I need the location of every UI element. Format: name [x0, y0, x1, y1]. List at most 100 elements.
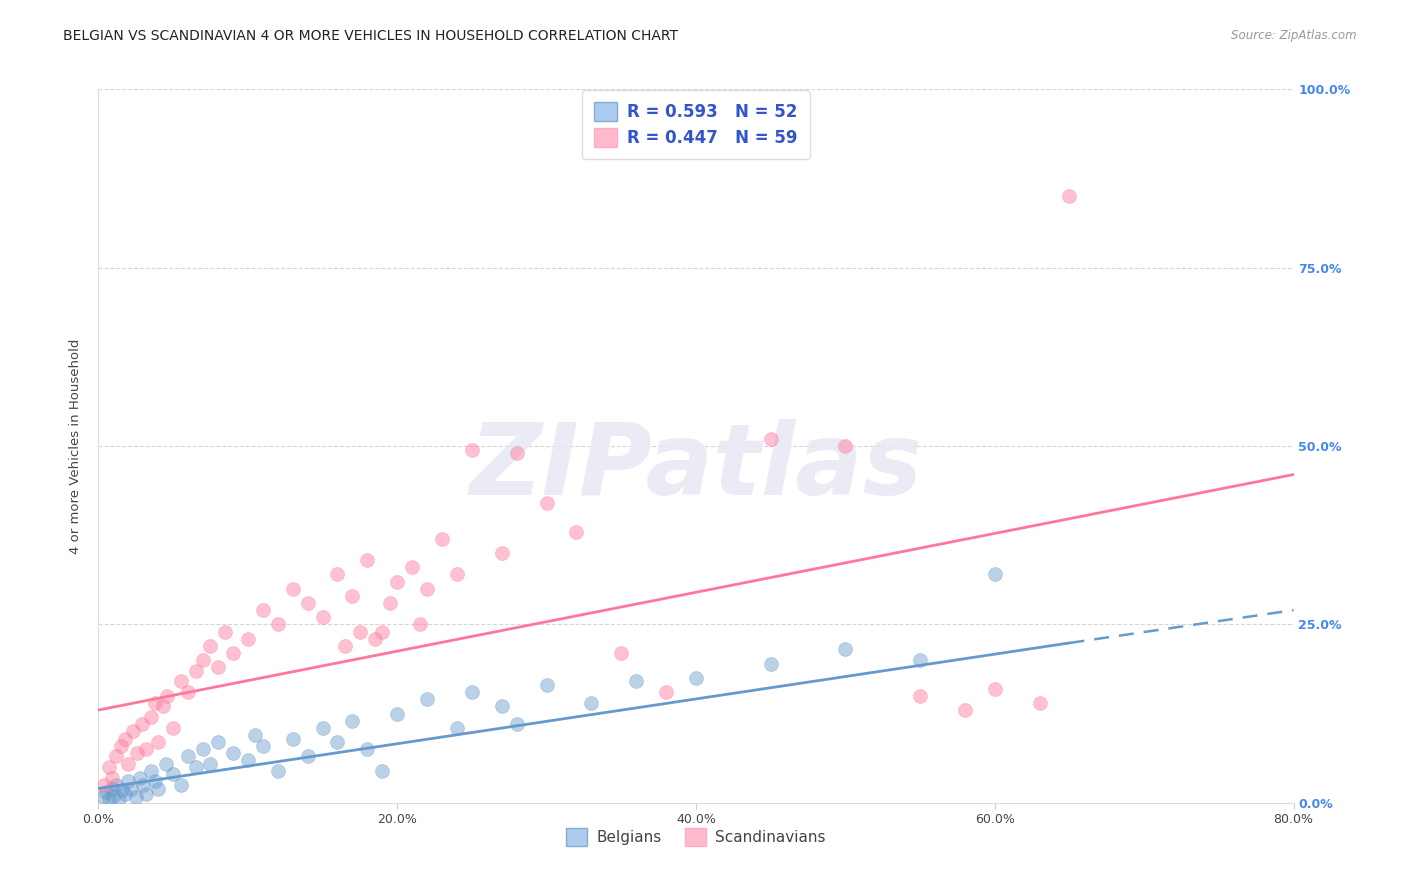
Point — [184, 760, 207, 774]
Point — [162, 767, 184, 781]
Point — [297, 749, 319, 764]
Point — [110, 739, 132, 753]
Point — [311, 610, 333, 624]
Point — [446, 567, 468, 582]
Point — [101, 771, 124, 785]
Point — [200, 639, 222, 653]
Point — [156, 689, 179, 703]
Point — [430, 532, 453, 546]
Text: ZIPatlas: ZIPatlas — [470, 419, 922, 516]
Point — [759, 432, 782, 446]
Point — [267, 617, 290, 632]
Point — [236, 632, 259, 646]
Point — [908, 653, 931, 667]
Point — [461, 685, 484, 699]
Point — [236, 753, 259, 767]
Point — [565, 524, 588, 539]
Point — [446, 721, 468, 735]
Point — [111, 783, 134, 797]
Point — [281, 731, 304, 746]
Point — [984, 681, 1007, 696]
Point — [364, 632, 387, 646]
Point — [117, 774, 139, 789]
Point — [610, 646, 633, 660]
Point — [184, 664, 207, 678]
Point — [162, 721, 184, 735]
Point — [97, 792, 120, 806]
Point — [222, 646, 245, 660]
Legend: Belgians, Scandinavians: Belgians, Scandinavians — [560, 822, 832, 852]
Point — [834, 439, 856, 453]
Point — [105, 749, 128, 764]
Point — [129, 771, 152, 785]
Point — [834, 642, 856, 657]
Point — [1028, 696, 1050, 710]
Point — [117, 756, 139, 771]
Point — [148, 781, 170, 796]
Point — [536, 496, 558, 510]
Point — [97, 760, 120, 774]
Point — [311, 721, 333, 735]
Point — [984, 567, 1007, 582]
Point — [191, 653, 214, 667]
Point — [491, 699, 513, 714]
Point — [371, 624, 394, 639]
Point — [371, 764, 394, 778]
Point — [461, 442, 484, 457]
Point — [408, 617, 430, 632]
Point — [91, 790, 114, 805]
Point — [953, 703, 976, 717]
Point — [252, 603, 274, 617]
Point — [132, 778, 155, 792]
Point — [356, 742, 378, 756]
Y-axis label: 4 or more Vehicles in Household: 4 or more Vehicles in Household — [69, 338, 83, 554]
Point — [139, 764, 162, 778]
Point — [491, 546, 513, 560]
Point — [506, 446, 529, 460]
Point — [416, 692, 439, 706]
Point — [222, 746, 245, 760]
Point — [267, 764, 290, 778]
Point — [93, 778, 115, 792]
Point — [385, 706, 409, 721]
Point — [349, 624, 371, 639]
Point — [281, 582, 304, 596]
Point — [169, 778, 191, 792]
Point — [152, 699, 174, 714]
Point — [135, 787, 157, 801]
Point — [177, 749, 200, 764]
Point — [416, 582, 439, 596]
Point — [685, 671, 707, 685]
Point — [581, 696, 603, 710]
Point — [626, 674, 648, 689]
Text: BELGIAN VS SCANDINAVIAN 4 OR MORE VEHICLES IN HOUSEHOLD CORRELATION CHART: BELGIAN VS SCANDINAVIAN 4 OR MORE VEHICL… — [63, 29, 678, 43]
Point — [1059, 189, 1081, 203]
Point — [333, 639, 356, 653]
Point — [342, 589, 364, 603]
Point — [214, 624, 236, 639]
Point — [200, 756, 222, 771]
Point — [127, 746, 149, 760]
Point — [114, 787, 136, 801]
Point — [108, 791, 131, 805]
Point — [121, 724, 143, 739]
Point — [101, 781, 124, 796]
Point — [207, 660, 229, 674]
Point — [207, 735, 229, 749]
Point — [94, 785, 117, 799]
Point — [155, 756, 177, 771]
Point — [105, 778, 128, 792]
Point — [356, 553, 378, 567]
Point — [326, 567, 349, 582]
Point — [297, 596, 319, 610]
Point — [143, 696, 166, 710]
Point — [245, 728, 267, 742]
Point — [385, 574, 409, 589]
Point — [378, 596, 401, 610]
Point — [114, 731, 136, 746]
Point — [125, 790, 148, 805]
Point — [536, 678, 558, 692]
Point — [759, 657, 782, 671]
Point — [326, 735, 349, 749]
Point — [103, 789, 125, 803]
